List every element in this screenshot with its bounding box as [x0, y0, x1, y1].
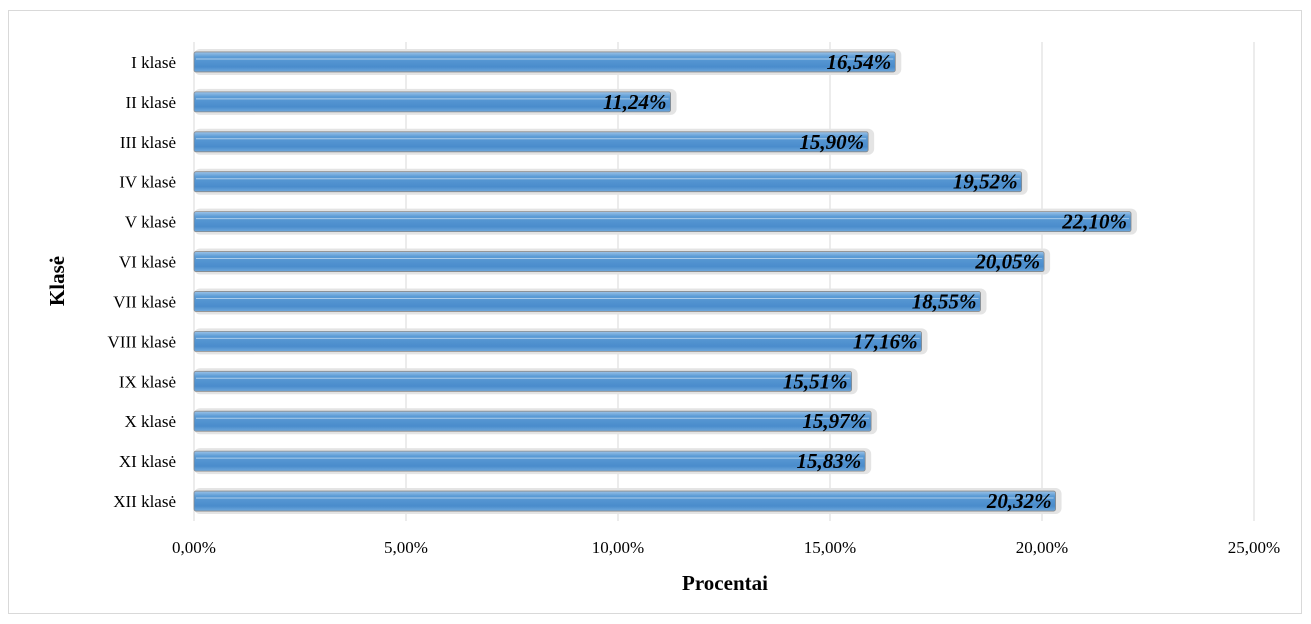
gridlines [193, 42, 1255, 521]
y-tick-label: IV klasė [119, 173, 176, 192]
x-axis-tick-labels: 0,00% 5,00% 10,00% 15,00% 20,00% 25,00% [172, 538, 1280, 557]
y-tick-label: X klasė [125, 412, 176, 431]
y-axis-tick-labels: I klasė II klasė III klasė IV klasė V klasė V… [108, 53, 176, 511]
data-label: 17,16% [853, 329, 918, 353]
data-label: 11,24% [603, 90, 667, 114]
bar [193, 171, 1023, 193]
bars [193, 48, 1138, 515]
bar [193, 370, 853, 392]
data-label: 16,54% [827, 50, 892, 74]
bar [193, 131, 869, 153]
x-tick-label: 25,00% [1228, 538, 1280, 557]
y-tick-label: II klasė [125, 93, 176, 112]
y-tick-label: V klasė [125, 213, 176, 232]
data-label: 19,52% [953, 170, 1018, 194]
y-tick-label: VII klasė [113, 292, 176, 311]
x-tick-label: 0,00% [172, 538, 216, 557]
data-labels: 16,54% 11,24% 15,90% 19,52% 22,10% 20,05% 18,5… [603, 50, 1127, 513]
data-label: 15,51% [783, 369, 848, 393]
bar [193, 410, 872, 432]
data-label: 15,97% [802, 409, 867, 433]
bar [193, 330, 922, 352]
data-label: 15,90% [799, 130, 864, 154]
bar [193, 490, 1056, 512]
y-axis-title: Klasė [45, 256, 69, 306]
y-tick-label: VIII klasė [108, 332, 176, 351]
data-label: 15,83% [796, 449, 861, 473]
data-label: 22,10% [1061, 210, 1127, 234]
bar [193, 91, 671, 113]
bar [193, 291, 981, 312]
data-label: 20,05% [974, 250, 1040, 274]
y-tick-label: III klasė [120, 133, 176, 152]
data-label: 20,32% [986, 489, 1052, 513]
x-axis-title: Procentai [682, 571, 768, 595]
x-tick-label: 10,00% [592, 538, 644, 557]
y-tick-label: VI klasė [119, 253, 176, 272]
x-tick-label: 20,00% [1016, 538, 1068, 557]
bar [193, 450, 866, 472]
bar [193, 251, 1045, 272]
x-tick-label: 5,00% [384, 538, 428, 557]
x-tick-label: 15,00% [804, 538, 856, 557]
data-label: 18,55% [912, 289, 977, 313]
bar [193, 211, 1132, 233]
y-tick-label: IX klasė [119, 372, 176, 391]
y-tick-label: XI klasė [119, 452, 176, 471]
y-tick-label: I klasė [131, 53, 176, 72]
bar [193, 51, 896, 73]
y-tick-label: XII klasė [113, 492, 176, 511]
